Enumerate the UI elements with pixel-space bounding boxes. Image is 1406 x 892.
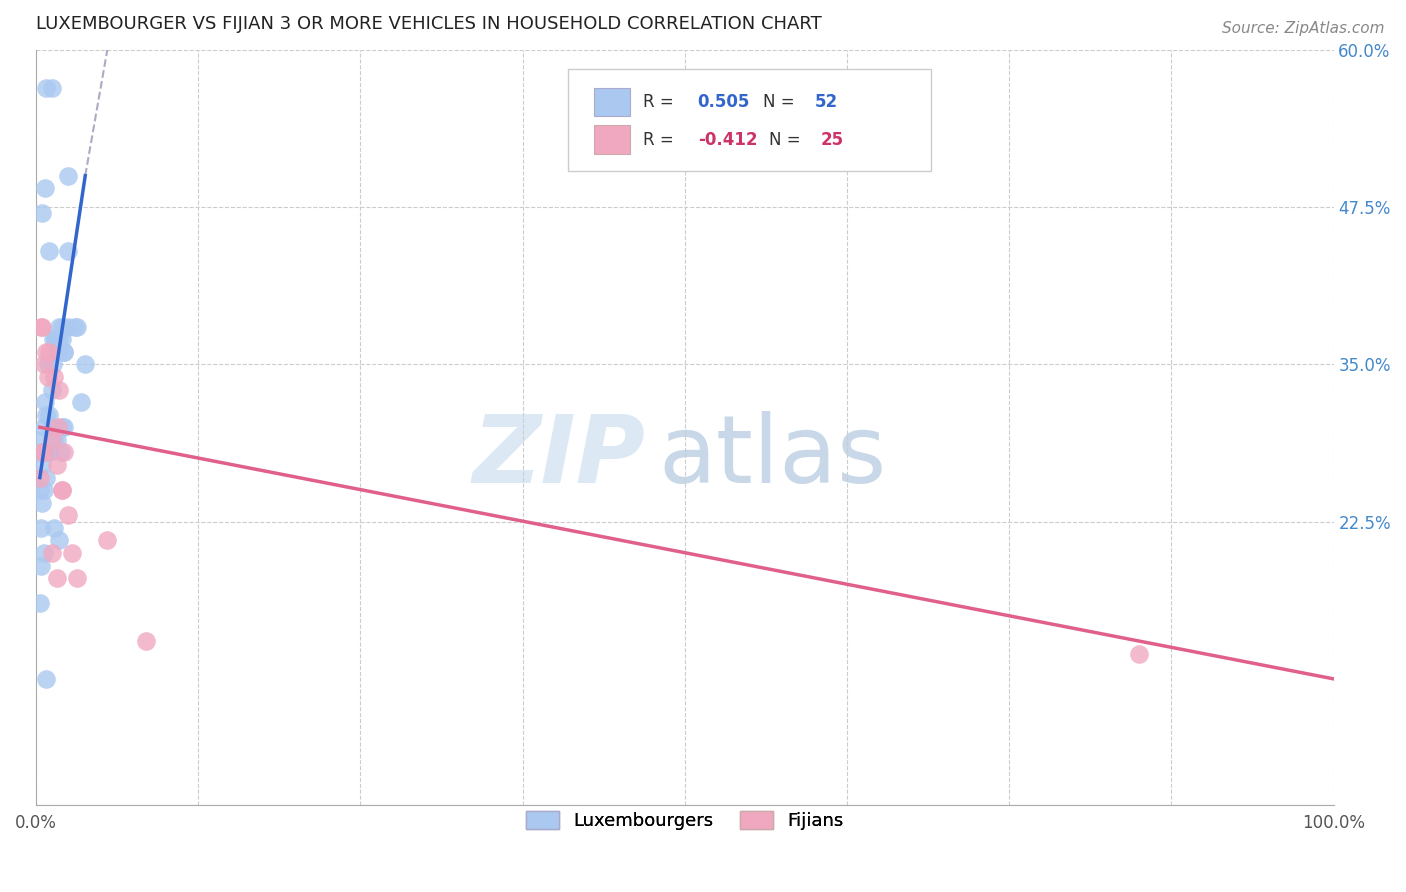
Point — [51, 420, 73, 434]
Point — [44, 332, 66, 346]
Text: Source: ZipAtlas.com: Source: ZipAtlas.com — [1222, 21, 1385, 36]
Point — [48, 332, 70, 346]
Point — [58, 508, 80, 523]
Point — [96, 533, 118, 548]
Text: -0.412: -0.412 — [697, 130, 758, 149]
Point — [28, 483, 51, 498]
Point — [30, 319, 52, 334]
Point — [30, 433, 52, 447]
Point — [51, 319, 73, 334]
Point — [63, 319, 86, 334]
Text: R =: R = — [643, 93, 679, 111]
Point — [51, 483, 73, 498]
Text: R =: R = — [643, 130, 679, 149]
Point — [34, 445, 56, 459]
Point — [70, 395, 93, 409]
Point — [1128, 647, 1150, 661]
Point — [53, 344, 76, 359]
Point — [32, 546, 55, 560]
Point — [34, 445, 56, 459]
Text: atlas: atlas — [659, 411, 887, 503]
Point — [53, 445, 76, 459]
Text: 0.505: 0.505 — [697, 93, 749, 111]
Legend: Luxembourgers, Fijians: Luxembourgers, Fijians — [519, 804, 851, 838]
Point — [31, 206, 53, 220]
Point — [66, 319, 89, 334]
Point — [42, 332, 65, 346]
Point — [38, 445, 60, 459]
Point — [38, 408, 60, 422]
Point — [28, 470, 51, 484]
Point — [135, 634, 157, 648]
Point — [42, 370, 65, 384]
Point — [35, 344, 58, 359]
Point — [38, 344, 60, 359]
Point — [35, 672, 58, 686]
Point — [34, 181, 56, 195]
Point — [45, 458, 67, 472]
Point — [37, 357, 59, 371]
Point — [45, 344, 67, 359]
Point — [75, 357, 97, 371]
Point — [45, 433, 67, 447]
Point — [32, 357, 55, 371]
Point — [37, 370, 59, 384]
Point — [28, 445, 51, 459]
Point — [42, 521, 65, 535]
Point — [34, 395, 56, 409]
Point — [41, 383, 63, 397]
Point — [51, 332, 73, 346]
Text: 52: 52 — [814, 93, 838, 111]
Text: ZIP: ZIP — [472, 411, 645, 503]
FancyBboxPatch shape — [593, 125, 630, 154]
Point — [46, 420, 69, 434]
Point — [41, 420, 63, 434]
Point — [48, 383, 70, 397]
Point — [30, 521, 52, 535]
Point — [60, 546, 83, 560]
Point — [35, 408, 58, 422]
Point — [35, 470, 58, 484]
Point — [58, 169, 80, 183]
Point — [49, 445, 72, 459]
Point — [45, 571, 67, 585]
Text: N =: N = — [762, 93, 800, 111]
Point — [53, 420, 76, 434]
FancyBboxPatch shape — [593, 87, 630, 116]
FancyBboxPatch shape — [568, 69, 931, 170]
Point — [31, 458, 53, 472]
Point — [32, 483, 55, 498]
Point — [41, 433, 63, 447]
Point — [31, 445, 53, 459]
Point — [44, 332, 66, 346]
Text: LUXEMBOURGER VS FIJIAN 3 OR MORE VEHICLES IN HOUSEHOLD CORRELATION CHART: LUXEMBOURGER VS FIJIAN 3 OR MORE VEHICLE… — [37, 15, 821, 33]
Point — [41, 546, 63, 560]
Point — [28, 596, 51, 610]
Point — [53, 344, 76, 359]
Point — [66, 571, 89, 585]
Point — [31, 496, 53, 510]
Point — [58, 244, 80, 259]
Point — [42, 433, 65, 447]
Point — [32, 420, 55, 434]
Point — [30, 558, 52, 573]
Point — [38, 445, 60, 459]
Point — [35, 80, 58, 95]
Point — [42, 357, 65, 371]
Text: N =: N = — [769, 130, 806, 149]
Text: 25: 25 — [821, 130, 844, 149]
Point — [48, 533, 70, 548]
Point — [41, 80, 63, 95]
Point — [31, 319, 53, 334]
Point — [38, 244, 60, 259]
Point — [58, 319, 80, 334]
Point — [51, 483, 73, 498]
Point — [48, 319, 70, 334]
